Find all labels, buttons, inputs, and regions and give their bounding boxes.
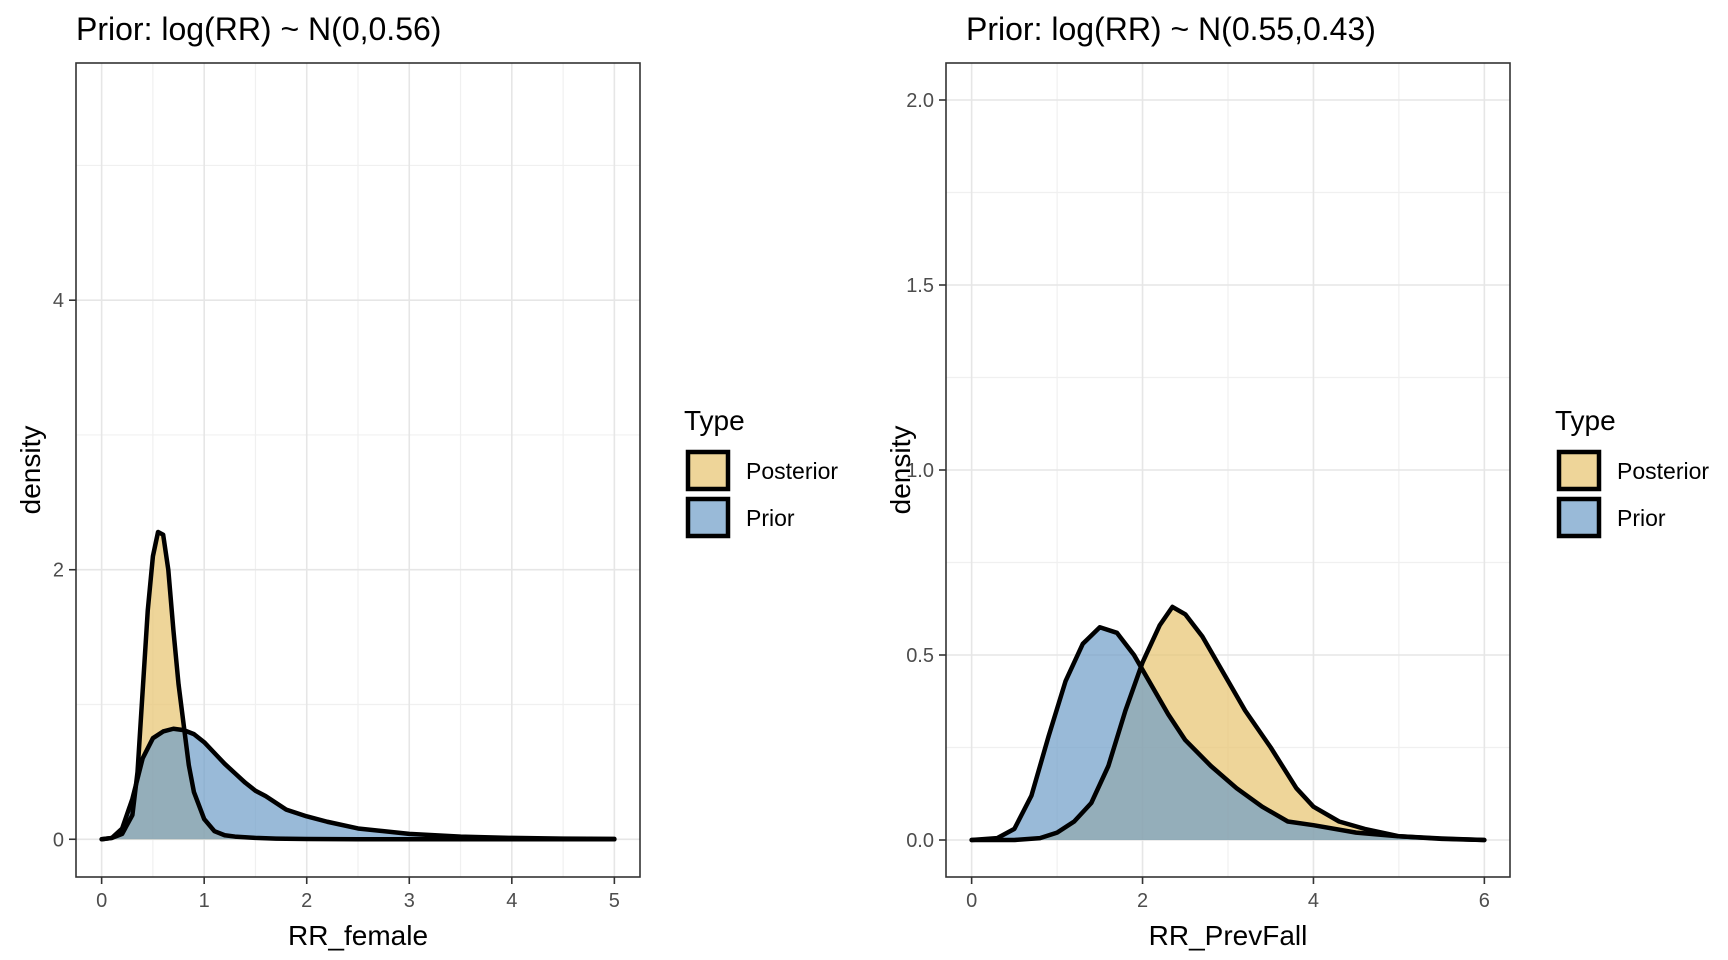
legend-label-prior: Prior [1617,505,1666,531]
y-tick-label: 1.0 [906,460,934,482]
legend-key-prior [1556,496,1602,539]
x-tick-label: 2 [1137,890,1148,912]
y-tick-label: 1.5 [906,275,934,297]
x-tick-label: 5 [609,890,620,912]
density-outline-posterior [969,604,1487,843]
chart-panel-1: 0 1 2 3 4 5 0 2 4 Prior: log(RR) ~ N(0,0.56) RR_fe… [15,11,838,951]
chart-title: Prior: log(RR) ~ N(0.55,0.43) [966,11,1376,47]
legend-title: Type [684,405,745,436]
density-area-posterior [971,606,1485,840]
chart-title: Prior: log(RR) ~ N(0,0.56) [76,11,441,47]
density-outline-posterior [99,529,617,842]
y-tick-label: 2.0 [906,90,934,112]
legend-title: Type [1555,405,1616,436]
x-tick-label: 4 [506,890,517,912]
legend-key-prior [685,496,731,539]
density-outline-prior [99,726,617,842]
legend-key-posterior [1556,449,1602,492]
y-tick-label: 2 [53,560,64,582]
chart-panel-2: 0 2 4 6 0.0 0.5 1.0 1.5 2.0 Prior: log(RR) ~ N(0.… [885,11,1709,951]
x-tick-label: 0 [96,890,107,912]
y-tick-label: 0.0 [906,830,934,852]
x-tick-label: 4 [1308,890,1319,912]
legend-key-posterior [685,449,731,492]
plot-border [75,62,641,878]
x-tick-label: 0 [966,890,977,912]
legend-label-posterior: Posterior [746,458,838,484]
y-tick-label: 0 [53,829,64,851]
legend-label-posterior: Posterior [1617,458,1709,484]
y-tick-label: 0.5 [906,645,934,667]
density-outline-prior [969,625,1487,843]
x-axis-title: RR_female [288,920,428,951]
x-tick-label: 3 [404,890,415,912]
legend-label-prior: Prior [746,505,795,531]
density-area-prior [101,728,615,840]
y-axis-title: density [15,426,46,515]
y-tick-label: 4 [53,290,64,312]
x-axis-title: RR_PrevFall [1149,920,1308,951]
x-tick-label: 6 [1479,890,1490,912]
y-axis-title: density [885,426,916,515]
x-tick-label: 2 [301,890,312,912]
x-tick-label: 1 [199,890,210,912]
